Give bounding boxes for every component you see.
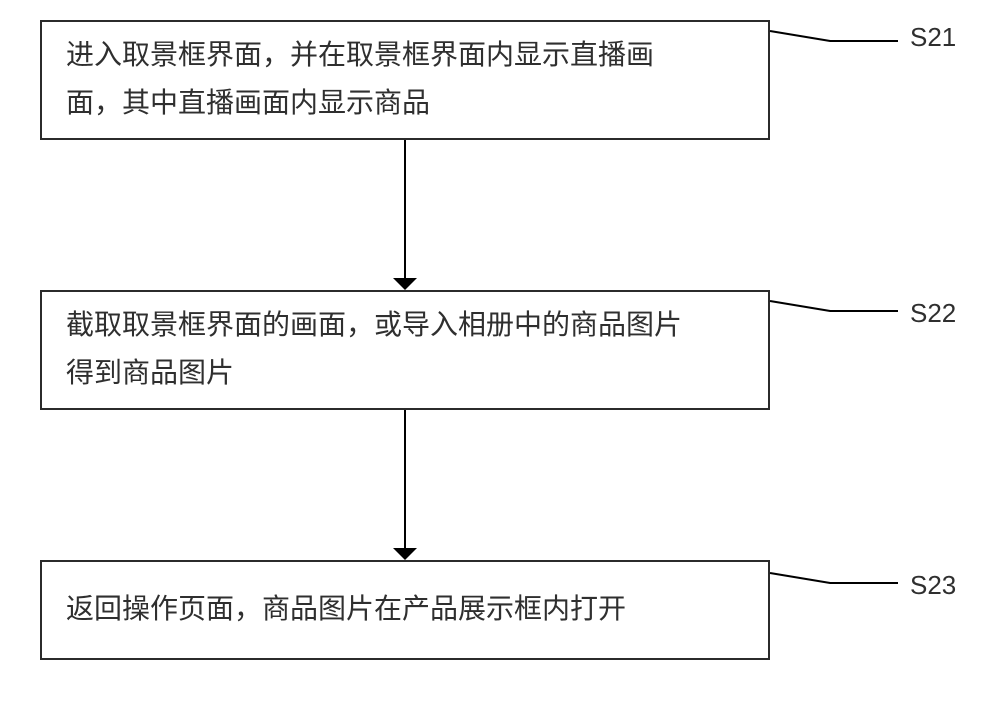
step-label-s23: S23 bbox=[910, 570, 956, 601]
flow-node-s23-text: 返回操作页面，商品图片在产品展示框内打开 bbox=[66, 586, 626, 634]
step-label-s21: S21 bbox=[910, 22, 956, 53]
flowchart-canvas: 进入取景框界面，并在取景框界面内显示直播画 面，其中直播画面内显示商品 S21 … bbox=[0, 0, 1000, 705]
callout-line bbox=[830, 40, 898, 42]
flow-arrow bbox=[404, 140, 406, 278]
callout-line bbox=[770, 30, 830, 42]
flow-node-s21-text: 进入取景框界面，并在取景框界面内显示直播画 面，其中直播画面内显示商品 bbox=[66, 32, 654, 127]
flow-node-s22: 截取取景框界面的画面，或导入相册中的商品图片 得到商品图片 bbox=[40, 290, 770, 410]
flow-arrow-head bbox=[393, 548, 417, 560]
step-label-s22: S22 bbox=[910, 298, 956, 329]
flow-node-s21: 进入取景框界面，并在取景框界面内显示直播画 面，其中直播画面内显示商品 bbox=[40, 20, 770, 140]
callout-line bbox=[830, 582, 898, 584]
callout-line bbox=[770, 300, 830, 312]
callout-line bbox=[770, 572, 830, 584]
flow-arrow bbox=[404, 410, 406, 548]
flow-node-s22-text: 截取取景框界面的画面，或导入相册中的商品图片 得到商品图片 bbox=[66, 302, 682, 397]
callout-line bbox=[830, 310, 898, 312]
flow-arrow-head bbox=[393, 278, 417, 290]
flow-node-s23: 返回操作页面，商品图片在产品展示框内打开 bbox=[40, 560, 770, 660]
